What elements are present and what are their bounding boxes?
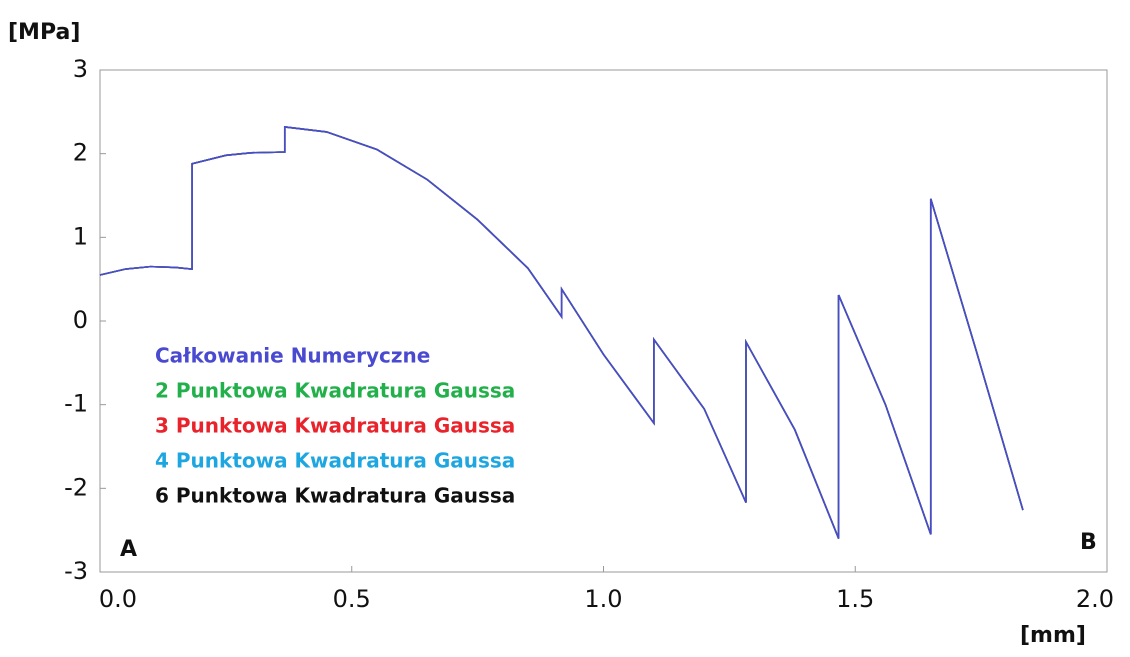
x-axis-label: [mm] — [1020, 623, 1086, 648]
series-line — [99, 125, 1024, 539]
y-tick-label: -2 — [64, 473, 88, 501]
y-tick-label: 2 — [73, 139, 88, 167]
x-tick-label: 2.0 — [1076, 585, 1114, 613]
legend-entry: 6 Punktowa Kwadratura Gaussa — [155, 484, 515, 508]
y-tick-label: -1 — [64, 390, 88, 418]
x-tick-label: 1.0 — [584, 585, 622, 613]
legend-entry: 3 Punktowa Kwadratura Gaussa — [155, 414, 515, 438]
annotation: A — [120, 537, 137, 562]
series-line — [99, 125, 1024, 539]
y-axis-label: [MPa] — [8, 20, 80, 45]
legend-entry: 4 Punktowa Kwadratura Gaussa — [155, 449, 515, 473]
legend-entry: 2 Punktowa Kwadratura Gaussa — [155, 379, 515, 403]
series-line — [99, 125, 1024, 539]
x-tick-label: 0.0 — [99, 585, 137, 613]
y-tick-label: 1 — [73, 222, 88, 250]
y-tick-label: 0 — [73, 306, 88, 334]
series-line — [99, 125, 1024, 539]
x-tick-label: 0.5 — [333, 585, 371, 613]
legend-entry: Całkowanie Numeryczne — [155, 344, 430, 368]
annotation: B — [1080, 530, 1097, 555]
y-tick-label: 3 — [73, 55, 88, 83]
x-tick-label: 1.5 — [836, 585, 874, 613]
series-line — [99, 125, 1024, 539]
y-tick-label: -3 — [64, 557, 88, 585]
